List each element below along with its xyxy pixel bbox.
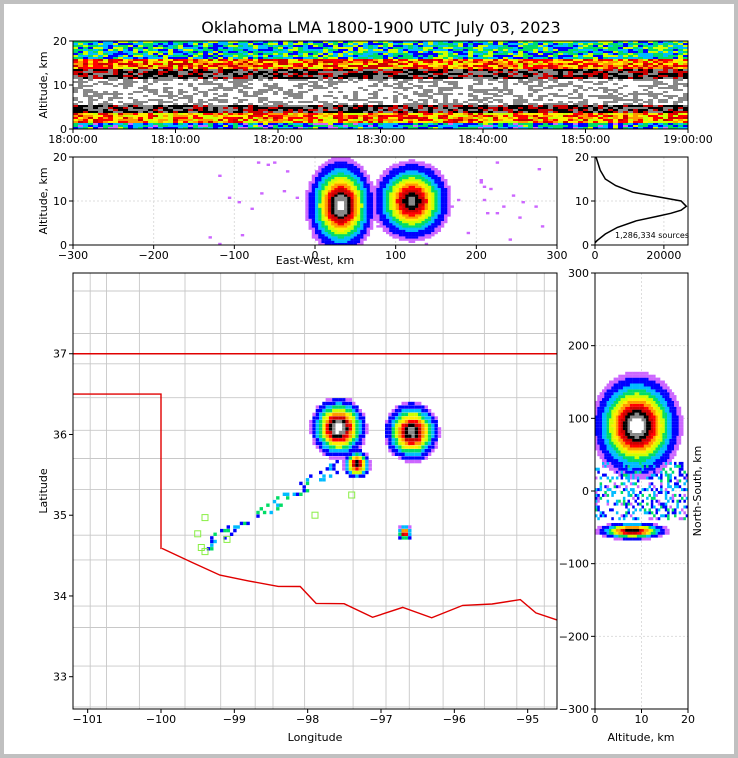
p2-ytick: 20 (53, 151, 67, 164)
p4-xtick: −100 (146, 713, 176, 726)
p5-ylabel: North-South, km (691, 446, 704, 537)
figure-title: Oklahoma LMA 1800-1900 UTC July 03, 2023 (201, 18, 560, 37)
source-count-annotation: 1,286,334 sources (615, 231, 689, 240)
panel-north-south-vs-altitude: 0 10 20 −300 −200 −100 0 100 200 300 Altitude, km… (559, 267, 704, 744)
plan-view-density (206, 398, 442, 551)
p2-xtick: 300 (547, 249, 568, 262)
p5-ytick: 300 (568, 267, 589, 280)
p4-xtick: −95 (516, 713, 539, 726)
p4-xlabel: Longitude (288, 731, 343, 744)
p5-ytick: −300 (559, 703, 589, 716)
panel-altitude-vs-time: 18:00:00 18:10:00 18:20:00 18:30:00 18:40:00… (37, 35, 713, 146)
p1-axes: 18:00:00 18:10:00 18:20:00 18:30:00 18:40:00… (48, 35, 712, 146)
station-marker (348, 491, 356, 499)
p1-xtick: 18:50:00 (561, 133, 610, 146)
p4-xtick: −96 (443, 713, 466, 726)
p1-ytick: 0 (60, 123, 67, 136)
p4-xtick: −101 (73, 713, 103, 726)
p1-xtick: 18:20:00 (253, 133, 302, 146)
p2-ylabel: Altitude, km (37, 167, 50, 234)
p2-xtick: 200 (466, 249, 487, 262)
p4-axes: −101 −100 −99 −98 −97 −96 −95 33 34 35 36 37 (53, 348, 539, 726)
p3-ytick: 0 (582, 239, 589, 252)
station-marker (201, 548, 209, 556)
station-marker (311, 511, 319, 519)
red-river-border (161, 547, 558, 621)
p1-xtick: 18:00:00 (48, 133, 97, 146)
p2-xlabel: East-West, km (276, 254, 354, 267)
p4-xtick: −99 (223, 713, 246, 726)
p1-xtick: 18:10:00 (151, 133, 200, 146)
p1-ytick: 20 (53, 35, 67, 48)
p4-ytick: 33 (53, 671, 67, 684)
p2-xtick: −300 (58, 249, 88, 262)
p5-xtick: 0 (592, 713, 599, 726)
station-marker (201, 514, 209, 522)
panhandle-border (73, 393, 162, 550)
p2-ytick: 0 (60, 239, 67, 252)
p3-xtick: 0 (592, 249, 599, 262)
p4-ytick: 34 (53, 590, 67, 603)
p5-xtick: 10 (635, 713, 649, 726)
lma-figure: Oklahoma LMA 1800-1900 UTC July 03, 2023… (37, 18, 713, 744)
p1-xtick: 18:30:00 (356, 133, 405, 146)
p2-xtick: 100 (385, 249, 406, 262)
p5-ytick: 200 (568, 340, 589, 353)
p5-axes: 0 10 20 −300 −200 −100 0 100 200 300 (559, 267, 695, 726)
p2-xtick: −200 (139, 249, 169, 262)
p4-xtick: −97 (369, 713, 392, 726)
p2-xtick: −100 (219, 249, 249, 262)
p4-xtick: −98 (296, 713, 319, 726)
p1-xtick: 19:00:00 (663, 133, 712, 146)
p5-ytick: 0 (582, 485, 589, 498)
p4-ytick: 37 (53, 348, 67, 361)
station-marker (194, 530, 202, 538)
ns-height-density (595, 371, 689, 541)
p5-xlabel: Altitude, km (607, 731, 674, 744)
p3-xtick: 20000 (646, 249, 681, 262)
p4-ytick: 36 (53, 428, 67, 441)
p4-ylabel: Latitude (37, 468, 50, 514)
panel-altitude-vs-east-west: −300 −200 −100 0 100 200 300 0 10 20 East-West, k… (37, 151, 568, 267)
p3-axes: 0 20000 0 10 20 (575, 151, 681, 262)
station-marker (197, 544, 205, 551)
altitude-distribution-line (594, 156, 688, 244)
p2-ytick: 10 (53, 195, 67, 208)
p4-ytick: 35 (53, 509, 67, 522)
lma-stations (194, 491, 356, 556)
station-marker (223, 535, 231, 543)
p5-ytick: −200 (559, 630, 589, 643)
p3-ytick: 20 (575, 151, 589, 164)
p2-xtick: 0 (312, 249, 319, 262)
p5-xtick: 20 (681, 713, 695, 726)
panel-altitude-histogram: 0 20000 0 10 20 1,286,334 sources (575, 151, 689, 262)
panel-plan-view: −101 −100 −99 −98 −97 −96 −95 33 34 35 36 37 Longit… (37, 272, 558, 744)
p2-axes: −300 −200 −100 0 100 200 300 0 10 20 (53, 151, 568, 262)
p1-ylabel: Altitude, km (37, 51, 50, 118)
p5-ytick: 100 (568, 412, 589, 425)
p3-ytick: 10 (575, 195, 589, 208)
figure-frame: Oklahoma LMA 1800-1900 UTC July 03, 2023… (4, 4, 734, 754)
p1-xtick: 18:40:00 (458, 133, 507, 146)
p5-ytick: −100 (559, 558, 589, 571)
time-height-density (73, 41, 689, 130)
ew-height-density (208, 157, 545, 246)
state-borders (73, 353, 558, 621)
p1-ytick: 10 (53, 79, 67, 92)
